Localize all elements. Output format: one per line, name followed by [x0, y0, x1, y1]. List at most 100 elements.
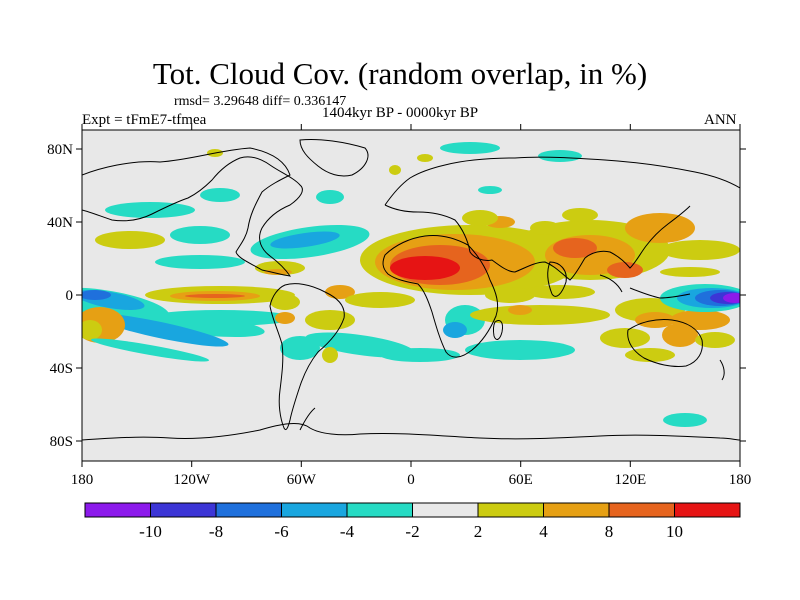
- colorbar-swatch: [674, 502, 741, 518]
- colorbar-label: -2: [405, 522, 419, 541]
- anomaly-patch: [270, 294, 300, 310]
- figure-title: Tot. Cloud Cov. (random overlap, in %): [152, 56, 648, 91]
- lat-tick-label: 80S: [50, 434, 73, 450]
- anomaly-patch: [185, 294, 245, 298]
- lat-tick-label: 40S: [50, 361, 73, 377]
- anomaly-patch: [660, 240, 740, 260]
- coastline-south-america: [269, 283, 345, 431]
- coastline-india: [547, 261, 567, 297]
- lon-tick-label: 60W: [287, 472, 317, 488]
- anomaly-patch: [90, 338, 210, 362]
- anomaly-patch: [316, 190, 344, 204]
- period-label: 1404kyr BP - 0000kyr BP: [322, 105, 479, 121]
- anomaly-patch: [443, 322, 467, 338]
- anomaly-patch: [440, 142, 500, 154]
- anomaly-field: [82, 142, 740, 427]
- coastline-north-america: [82, 147, 303, 277]
- colorbar-label: 10: [666, 522, 683, 541]
- coastline-africa: [382, 235, 499, 358]
- colorbar-label: 2: [474, 522, 483, 541]
- anomaly-patch: [105, 202, 195, 218]
- anomaly-patch: [670, 310, 730, 330]
- lon-tick-label: 120W: [173, 472, 211, 488]
- anomaly-patch: [553, 238, 597, 258]
- anomaly-patch: [663, 413, 707, 427]
- colorbar-label: 4: [539, 522, 548, 541]
- colorbar-swatch: [346, 502, 413, 518]
- lon-tick-labels: 180 120W 60W 0 60E 120E 180: [71, 472, 752, 488]
- colorbar-swatch: [477, 502, 544, 518]
- colorbar-swatch: [543, 502, 610, 518]
- anomaly-patch: [389, 165, 401, 175]
- coastline-europe-asia: [384, 156, 740, 281]
- anomaly-patch: [322, 347, 338, 363]
- lon-tick-label: 180: [729, 472, 752, 488]
- coastline-antarctica: [82, 423, 740, 441]
- anomaly-patch: [155, 255, 245, 269]
- anomaly-patch: [82, 320, 102, 340]
- anomaly-patch: [538, 150, 582, 162]
- colorbar-swatch: [215, 502, 282, 518]
- season-label: ANN: [704, 112, 737, 128]
- tick-marks: [76, 124, 746, 467]
- anomaly-patch: [380, 348, 460, 362]
- coastline-greenland: [299, 139, 369, 177]
- anomaly-patch: [325, 285, 355, 299]
- anomaly-patch: [82, 290, 111, 300]
- colorbar-label: -8: [209, 522, 223, 541]
- lat-tick-label: 80N: [47, 142, 73, 158]
- lon-tick-label: 120E: [614, 472, 646, 488]
- anomaly-patch: [508, 305, 532, 315]
- anomaly-patch: [270, 231, 340, 249]
- anomaly-patch: [600, 328, 650, 348]
- anomaly-patch: [170, 226, 230, 244]
- stats-text: rmsd= 3.29648 diff= 0.336147: [174, 94, 347, 109]
- anomaly-patch: [95, 231, 165, 249]
- lon-tick-label: 0: [407, 472, 415, 488]
- anomaly-patch: [607, 262, 643, 278]
- anomaly-patch: [660, 267, 720, 277]
- anomaly-patch: [695, 332, 735, 348]
- anomaly-patch: [345, 292, 415, 308]
- anomaly-patch: [625, 348, 675, 362]
- colorbar: -10 -8 -6 -4 -2 2 4 8 10: [84, 502, 741, 541]
- coastline-se-asia: [599, 274, 691, 299]
- anomaly-patch: [470, 305, 610, 325]
- lon-tick-label: 60E: [509, 472, 533, 488]
- colorbar-label: -6: [274, 522, 288, 541]
- anomaly-patch: [264, 269, 292, 275]
- colorbar-swatch: [150, 502, 217, 518]
- colorbar-label: -10: [139, 522, 162, 541]
- anomaly-patch: [465, 340, 575, 360]
- experiment-label: Expt = tFmE7-tfmea: [82, 112, 207, 128]
- colorbar-swatch: [412, 502, 479, 518]
- coastlines: [82, 139, 740, 441]
- anomaly-patch: [562, 208, 598, 222]
- colorbar-label: 8: [605, 522, 614, 541]
- colorbar-swatch: [608, 502, 675, 518]
- anomaly-patch: [200, 188, 240, 202]
- coastline-new-zealand: [719, 359, 725, 381]
- anomaly-patch: [91, 313, 229, 347]
- anomaly-patch: [625, 213, 695, 243]
- coastline-australia: [627, 319, 703, 367]
- anomaly-patch: [478, 186, 502, 194]
- anomaly-patch: [390, 256, 460, 280]
- anomaly-patch: [305, 310, 355, 330]
- colorbar-swatch: [281, 502, 348, 518]
- anomaly-patch: [485, 287, 535, 303]
- anomaly-patch: [530, 221, 560, 235]
- anomaly-patch: [275, 312, 295, 324]
- coastline-madagascar: [492, 319, 503, 340]
- coastline-antarctic-peninsula: [299, 407, 316, 431]
- anomaly-patch: [135, 312, 265, 338]
- lat-tick-labels: 80N 40N 0 40S 80S: [47, 142, 73, 450]
- anomaly-patch: [525, 285, 595, 299]
- anomaly-patch: [417, 154, 433, 162]
- colorbar-label: -4: [340, 522, 355, 541]
- colorbar-swatch: [84, 502, 151, 518]
- anomaly-patch: [462, 210, 498, 226]
- lon-tick-label: 180: [71, 472, 94, 488]
- lat-tick-label: 40N: [47, 215, 73, 231]
